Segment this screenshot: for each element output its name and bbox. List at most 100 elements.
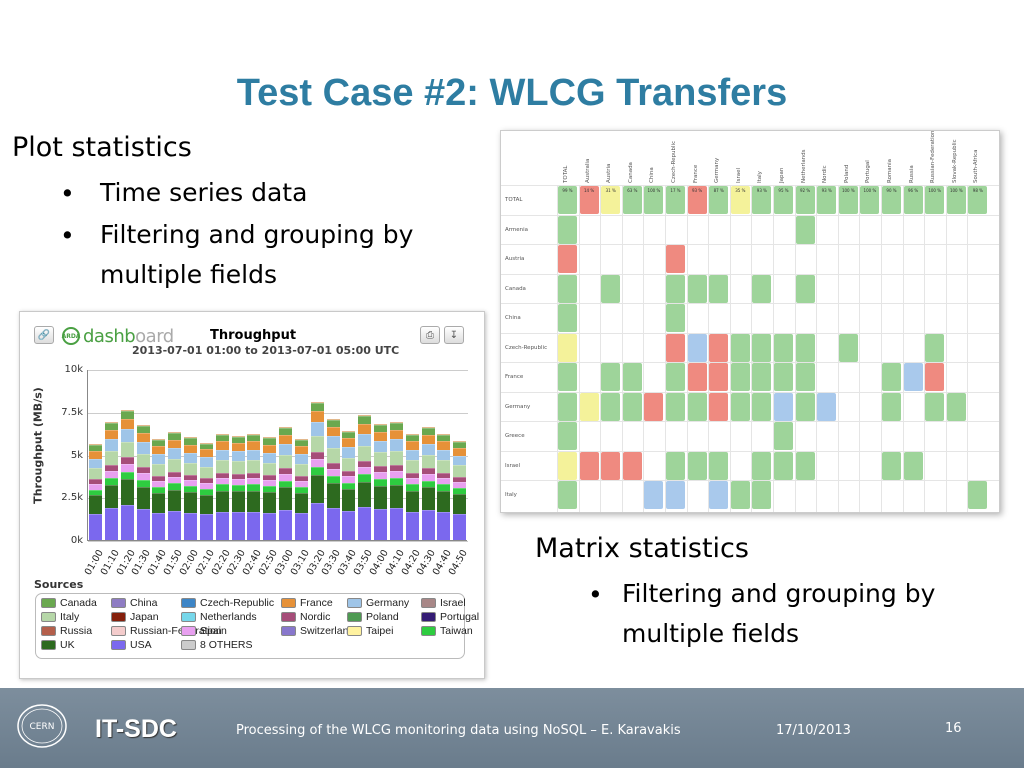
matrix-cell[interactable] — [882, 363, 901, 391]
download-icon[interactable]: ↧ — [444, 326, 464, 344]
matrix-cell[interactable] — [795, 363, 815, 391]
matrix-cell[interactable] — [666, 481, 685, 509]
matrix-cell[interactable] — [882, 392, 901, 421]
matrix-row-header[interactable]: Israel — [505, 462, 521, 469]
matrix-column-header[interactable]: Italy — [757, 171, 764, 183]
matrix-row-header[interactable]: Armenia — [505, 226, 529, 233]
matrix-cell[interactable] — [730, 363, 750, 391]
stacked-bar[interactable] — [168, 432, 182, 540]
matrix-column-header[interactable]: South-Africa — [973, 149, 980, 183]
matrix-cell[interactable] — [558, 451, 577, 480]
matrix-column-header[interactable]: Russian-Federation — [930, 130, 937, 183]
matrix-column-header[interactable]: Canada — [627, 162, 634, 183]
matrix-cell[interactable] — [903, 451, 923, 480]
legend-item[interactable]: Italy — [41, 611, 79, 623]
matrix-cell[interactable] — [752, 363, 772, 391]
stacked-bar[interactable] — [263, 437, 277, 540]
matrix-cell[interactable] — [622, 392, 642, 421]
matrix-cell[interactable] — [709, 481, 729, 509]
stacked-bar[interactable] — [215, 433, 229, 540]
matrix-cell[interactable] — [666, 245, 685, 273]
matrix-row-header[interactable]: France — [505, 374, 524, 380]
matrix-cell[interactable]: 100 % — [925, 186, 945, 214]
matrix-column-header[interactable]: Czech-Republic — [671, 140, 677, 183]
matrix-cell[interactable] — [774, 422, 793, 450]
printer-icon[interactable]: ⎙ — [420, 326, 440, 344]
matrix-cell[interactable] — [558, 422, 577, 450]
matrix-row-header[interactable]: China — [505, 315, 521, 321]
matrix-column-header[interactable]: Romania — [887, 158, 893, 183]
matrix-cell[interactable] — [558, 481, 577, 509]
matrix-column-header[interactable]: Slovak-Republic — [951, 139, 958, 183]
matrix-cell[interactable]: 35 % — [730, 186, 750, 214]
matrix-cell[interactable] — [601, 392, 621, 421]
matrix-cell[interactable] — [666, 274, 685, 303]
matrix-cell[interactable] — [774, 333, 793, 362]
legend-item[interactable]: Poland — [347, 611, 399, 623]
matrix-cell[interactable]: 98 % — [968, 186, 988, 214]
matrix-cell[interactable]: 14 % — [579, 186, 599, 214]
matrix-cell[interactable]: 96 % — [903, 186, 923, 214]
stacked-bar[interactable] — [247, 433, 261, 540]
matrix-column-header[interactable]: TOTAL — [563, 165, 569, 183]
matrix-cell[interactable] — [558, 333, 577, 362]
legend-item[interactable]: China — [111, 597, 157, 609]
matrix-cell[interactable] — [795, 215, 815, 244]
matrix-column-header[interactable]: Germany — [714, 157, 721, 183]
stacked-bar[interactable] — [453, 440, 467, 540]
matrix-row-header[interactable]: Germany — [505, 403, 531, 410]
matrix-cell[interactable] — [579, 451, 599, 480]
matrix-cell[interactable]: 99 % — [558, 186, 577, 214]
matrix-cell[interactable] — [795, 274, 815, 303]
stacked-bar[interactable] — [389, 422, 403, 540]
matrix-cell[interactable] — [752, 392, 772, 421]
legend-item[interactable]: Taipei — [347, 625, 393, 637]
matrix-cell[interactable] — [774, 363, 793, 391]
matrix-cell[interactable] — [795, 392, 815, 421]
matrix-cell[interactable]: 100 % — [860, 186, 880, 214]
matrix-cell[interactable] — [709, 363, 729, 391]
matrix-cell[interactable] — [903, 363, 923, 391]
matrix-row-header[interactable]: Canada — [505, 285, 526, 292]
stacked-bar[interactable] — [89, 444, 102, 540]
matrix-cell[interactable] — [925, 363, 945, 391]
stacked-bar[interactable] — [136, 425, 150, 540]
matrix-column-header[interactable]: Israel — [735, 167, 742, 183]
matrix-cell[interactable] — [644, 392, 664, 421]
legend-item[interactable]: Israel — [421, 597, 466, 609]
stacked-bar[interactable] — [231, 435, 245, 540]
matrix-cell[interactable] — [968, 481, 988, 509]
matrix-cell[interactable]: 17 % — [666, 186, 685, 214]
matrix-cell[interactable] — [730, 333, 750, 362]
legend-item[interactable]: Spain — [181, 625, 227, 637]
matrix-cell[interactable] — [709, 274, 729, 303]
matrix-cell[interactable] — [925, 333, 945, 362]
legend-item[interactable]: Switzerland — [281, 625, 354, 637]
matrix-cell[interactable] — [579, 392, 599, 421]
matrix-cell[interactable] — [558, 392, 577, 421]
matrix-cell[interactable] — [558, 304, 577, 332]
matrix-cell[interactable] — [622, 451, 642, 480]
matrix-cell[interactable] — [558, 363, 577, 391]
stacked-bar[interactable] — [358, 415, 372, 540]
matrix-row-header[interactable]: Greece — [505, 433, 525, 439]
legend-item[interactable]: 8 OTHERS — [181, 639, 253, 651]
link-icon[interactable]: 🔗 — [34, 326, 54, 344]
legend-item[interactable]: Czech-Republic — [181, 597, 274, 609]
matrix-cell[interactable] — [666, 451, 685, 480]
matrix-cell[interactable] — [666, 304, 685, 332]
matrix-column-header[interactable]: Nordic — [822, 165, 829, 183]
matrix-cell[interactable] — [644, 481, 664, 509]
matrix-cell[interactable] — [752, 333, 772, 362]
matrix-cell[interactable] — [752, 481, 772, 509]
matrix-cell[interactable] — [946, 392, 966, 421]
matrix-cell[interactable] — [687, 451, 707, 480]
matrix-cell[interactable] — [558, 215, 577, 244]
legend-item[interactable]: Nordic — [281, 611, 330, 623]
stacked-bar[interactable] — [279, 427, 292, 540]
matrix-cell[interactable]: 93 % — [687, 186, 707, 214]
matrix-column-header[interactable]: Japan — [779, 167, 785, 183]
matrix-cell[interactable] — [666, 363, 685, 391]
stacked-bar[interactable] — [294, 439, 308, 540]
matrix-cell[interactable] — [752, 274, 772, 303]
